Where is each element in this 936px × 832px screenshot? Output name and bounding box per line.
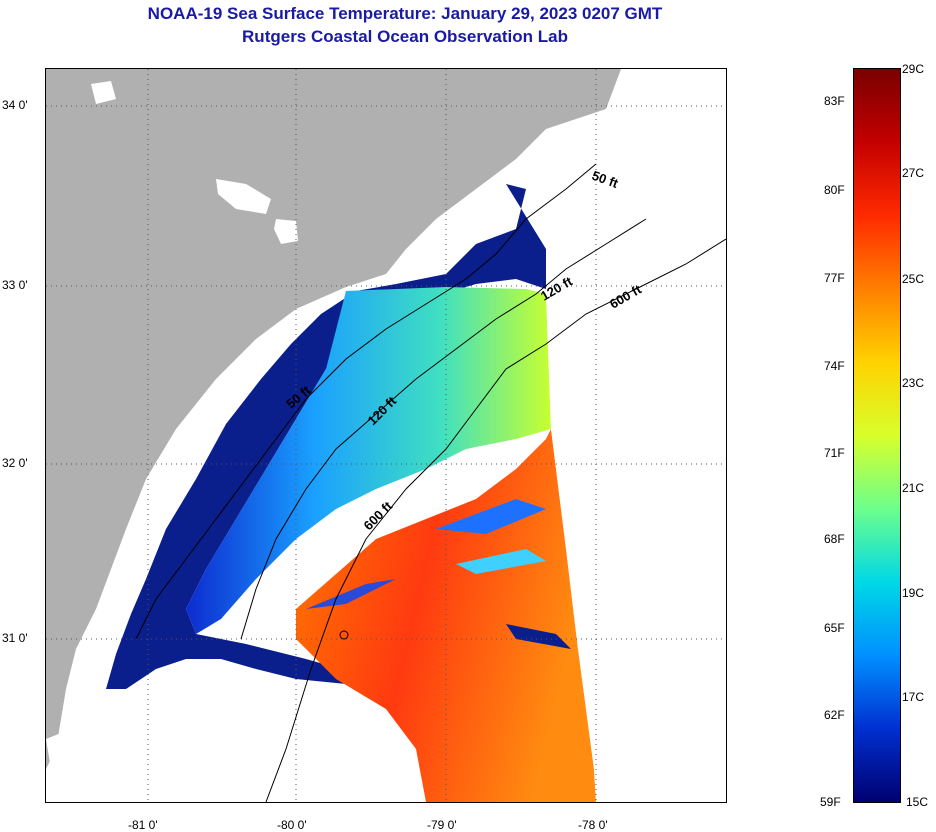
celsius-label: 15C [906, 795, 929, 809]
isobath-600ft [265, 238, 726, 802]
celsius-label: 23C [902, 376, 925, 390]
celsius-label: 21C [902, 481, 925, 495]
latitude-label: 33 0' [2, 278, 28, 292]
cloud-patch [46, 729, 76, 769]
isobaths [135, 163, 726, 802]
fahrenheit-label: 77F [824, 271, 845, 285]
fahrenheit-label: 62F [824, 708, 845, 722]
cold-filament [436, 499, 546, 534]
isobath-120ft [240, 218, 647, 640]
celsius-label: 19C [902, 586, 925, 600]
cold-filament [506, 624, 571, 649]
latitude-label: 32 0' [2, 456, 28, 470]
map-title: NOAA-19 Sea Surface Temperature: January… [147, 4, 663, 23]
fahrenheit-label: 74F [824, 359, 845, 373]
celsius-label: 29C [902, 62, 925, 76]
longitude-label: -79 0' [427, 818, 457, 832]
fahrenheit-label: 68F [824, 532, 845, 546]
cloud-patch [274, 219, 298, 244]
fahrenheit-label: 71F [824, 446, 845, 460]
no-data-region [546, 69, 726, 802]
fahrenheit-label: 83F [824, 94, 845, 108]
fahrenheit-label: 65F [824, 621, 845, 635]
land-mass [46, 69, 621, 769]
longitude-label: -80 0' [277, 818, 307, 832]
fahrenheit-label: 80F [824, 183, 845, 197]
cloud-patch [91, 81, 116, 104]
isobath-label: 50 ft [590, 168, 621, 191]
latitude-label: 34 0' [2, 98, 28, 112]
graticule [46, 69, 726, 802]
sst-map: 50 ft 120 ft 600 ft 50 ft 120 ft 600 ft [45, 68, 727, 803]
map-subtitle: Rutgers Coastal Ocean Observation Lab [242, 27, 568, 46]
shelf-water [106, 184, 546, 802]
celsius-label: 27C [902, 166, 925, 180]
gulf-stream [296, 429, 596, 802]
cloud-patch [216, 179, 271, 214]
cold-filament [306, 579, 396, 609]
shelf-gradient [186, 287, 551, 634]
isobath-50ft [135, 163, 597, 640]
sst-map-canvas: 50 ft 120 ft 600 ft 50 ft 120 ft 600 ft [46, 69, 726, 802]
celsius-label: 25C [902, 272, 925, 286]
temperature-colorbar [853, 68, 901, 803]
fahrenheit-label: 59F [820, 795, 841, 809]
longitude-label: -81 0' [128, 818, 158, 832]
buoy-marker [339, 630, 349, 640]
celsius-label: 17C [902, 690, 925, 704]
latitude-label: 31 0' [2, 631, 28, 645]
longitude-label: -78 0' [578, 818, 608, 832]
cold-filament [456, 549, 546, 574]
isobath-label: 600 ft [361, 498, 396, 533]
